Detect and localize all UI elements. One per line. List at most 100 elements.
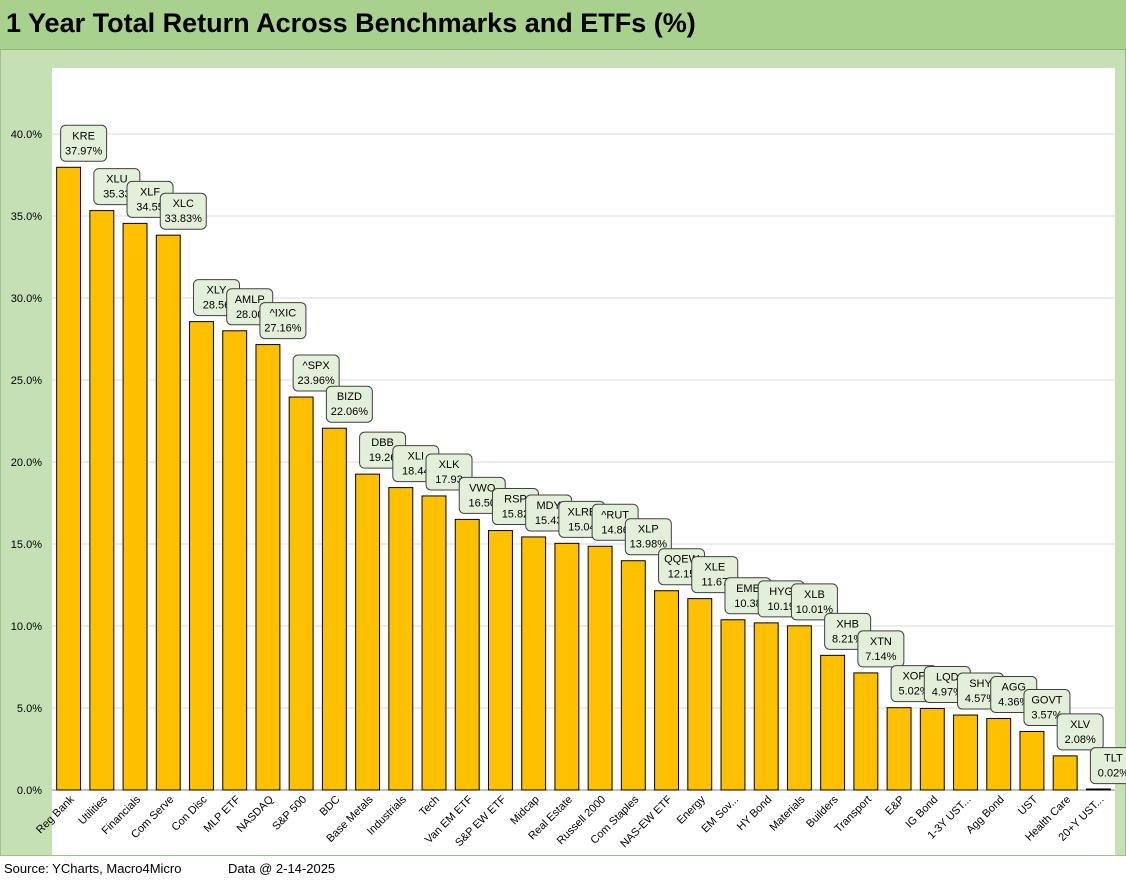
data-label: XLB 10.01% bbox=[790, 583, 838, 621]
bar bbox=[953, 714, 978, 791]
bar bbox=[255, 344, 281, 791]
x-tick-label: Materials bbox=[768, 793, 808, 833]
data-label-ticker: XLU bbox=[106, 174, 127, 186]
x-tick-label: BDC bbox=[318, 794, 343, 819]
bar bbox=[122, 222, 148, 791]
bar bbox=[587, 545, 613, 791]
data-label: XLV 2.08% bbox=[1056, 713, 1104, 751]
data-label-box bbox=[292, 354, 340, 392]
bar-chart: 0.0% 5.0% 10.0% 15.0% 20.0% 25.0% 30.0% 35.0% 40… bbox=[11, 124, 1126, 850]
data-label-ticker: XHB bbox=[836, 618, 859, 630]
data-label-box bbox=[790, 583, 838, 621]
data-label-value: 15.82 bbox=[502, 509, 530, 521]
data-label: XLC 33.83% bbox=[159, 192, 207, 230]
data-label-box bbox=[1056, 713, 1104, 751]
bar bbox=[886, 707, 912, 791]
bar bbox=[720, 619, 746, 791]
data-label-ticker: RSP bbox=[504, 494, 527, 506]
data-label-ticker: ^RUT bbox=[601, 509, 629, 521]
x-tick-label: NASDAQ bbox=[235, 793, 277, 835]
data-label-ticker: XTN bbox=[870, 636, 892, 648]
data-label-value: 10.19 bbox=[767, 601, 795, 613]
data-label-ticker: KRE bbox=[72, 130, 95, 142]
bar bbox=[355, 473, 381, 791]
data-label-value: 3.57% bbox=[1031, 709, 1062, 721]
data-label-ticker: ^IXIC bbox=[270, 308, 297, 320]
data-label: ^IXIC 27.16% bbox=[259, 302, 307, 340]
data-label-value: 34.55 bbox=[136, 201, 164, 213]
data-label-ticker: HYG bbox=[769, 586, 793, 598]
data-label: XTN 7.14% bbox=[857, 630, 905, 668]
data-label-ticker: XLRE bbox=[568, 506, 597, 518]
data-label-ticker: XLF bbox=[140, 186, 160, 198]
data-label-ticker: XLY bbox=[206, 285, 227, 297]
bar bbox=[288, 396, 314, 791]
bar bbox=[56, 166, 82, 791]
title-bar: 1 Year Total Return Across Benchmarks an… bbox=[0, 0, 1126, 50]
data-label-value: 28.00 bbox=[236, 309, 264, 321]
bar bbox=[687, 598, 713, 791]
bar bbox=[189, 321, 214, 791]
x-tick-label: S&P 500 bbox=[270, 794, 309, 833]
data-label-value: 14.86 bbox=[601, 524, 629, 536]
x-tick-label: EM Sov... bbox=[699, 794, 741, 836]
x-tick-label: E&P bbox=[883, 794, 907, 818]
data-label: BIZD 22.06% bbox=[325, 385, 373, 423]
data-label-box bbox=[325, 385, 373, 423]
data-label-box bbox=[857, 630, 905, 668]
data-label-box bbox=[1089, 747, 1126, 785]
data-label-value: 17.93 bbox=[435, 474, 463, 486]
bar bbox=[454, 518, 480, 791]
data-label-value: 15.43 bbox=[535, 515, 563, 527]
data-label-value: 0.02% bbox=[1098, 768, 1126, 780]
data-label-value: 13.98% bbox=[630, 539, 668, 551]
data-label-box bbox=[159, 192, 207, 230]
y-tick-label: 20.0% bbox=[11, 457, 42, 469]
data-label-ticker: XLB bbox=[804, 589, 825, 601]
data-label-ticker: SHY bbox=[969, 678, 992, 690]
bar bbox=[554, 542, 580, 791]
data-label-value: 22.06% bbox=[331, 406, 369, 418]
data-label-ticker: XLC bbox=[173, 198, 194, 210]
bar bbox=[1019, 730, 1045, 791]
bar bbox=[487, 530, 513, 791]
bar bbox=[786, 625, 812, 791]
data-label-ticker: VWO bbox=[469, 482, 496, 494]
data-label-box bbox=[624, 518, 672, 556]
x-tick-label: Tech bbox=[417, 794, 442, 819]
y-tick-label: 0.0% bbox=[17, 785, 42, 797]
bar bbox=[521, 536, 547, 791]
data-label-ticker: DBB bbox=[371, 437, 394, 449]
footer-source: Source: YCharts, Macro4Micro bbox=[4, 861, 182, 876]
y-tick-label: 5.0% bbox=[17, 703, 42, 715]
bar bbox=[753, 622, 779, 791]
bar bbox=[986, 717, 1012, 791]
data-label-value: 33.83% bbox=[165, 213, 203, 225]
y-tick-label: 40.0% bbox=[11, 129, 42, 141]
x-tick-label: Transport bbox=[832, 794, 873, 835]
data-label-value: 2.08% bbox=[1065, 734, 1096, 746]
footer-date: Data @ 2-14-2025 bbox=[228, 861, 336, 876]
data-label-ticker: GOVT bbox=[1031, 694, 1062, 706]
data-label-value: 8.21% bbox=[832, 633, 863, 645]
data-label-value: 7.14% bbox=[865, 651, 896, 663]
data-label-ticker: XLV bbox=[1070, 719, 1091, 731]
data-label-value: 4.57% bbox=[965, 693, 996, 705]
bar bbox=[820, 654, 846, 791]
data-label-ticker: EMB bbox=[736, 583, 760, 595]
data-label-ticker: ^SPX bbox=[303, 360, 331, 372]
data-label-ticker: AGG bbox=[1002, 681, 1026, 693]
data-label-value: 19.26 bbox=[369, 452, 397, 464]
bar bbox=[853, 672, 879, 791]
y-tick-label: 10.0% bbox=[11, 621, 42, 633]
data-label: KRE 37.97% bbox=[60, 124, 108, 162]
data-label-value: 10.01% bbox=[796, 604, 834, 616]
data-label-value: 4.97% bbox=[932, 686, 963, 698]
y-tick-label: 35.0% bbox=[11, 211, 42, 223]
data-label-ticker: BIZD bbox=[337, 391, 362, 403]
data-label-ticker: XLK bbox=[439, 459, 460, 471]
data-label-value: 10.38 bbox=[734, 598, 762, 610]
bar bbox=[620, 560, 646, 791]
data-label: TLT 0.02% bbox=[1089, 747, 1126, 785]
bar bbox=[919, 707, 945, 791]
